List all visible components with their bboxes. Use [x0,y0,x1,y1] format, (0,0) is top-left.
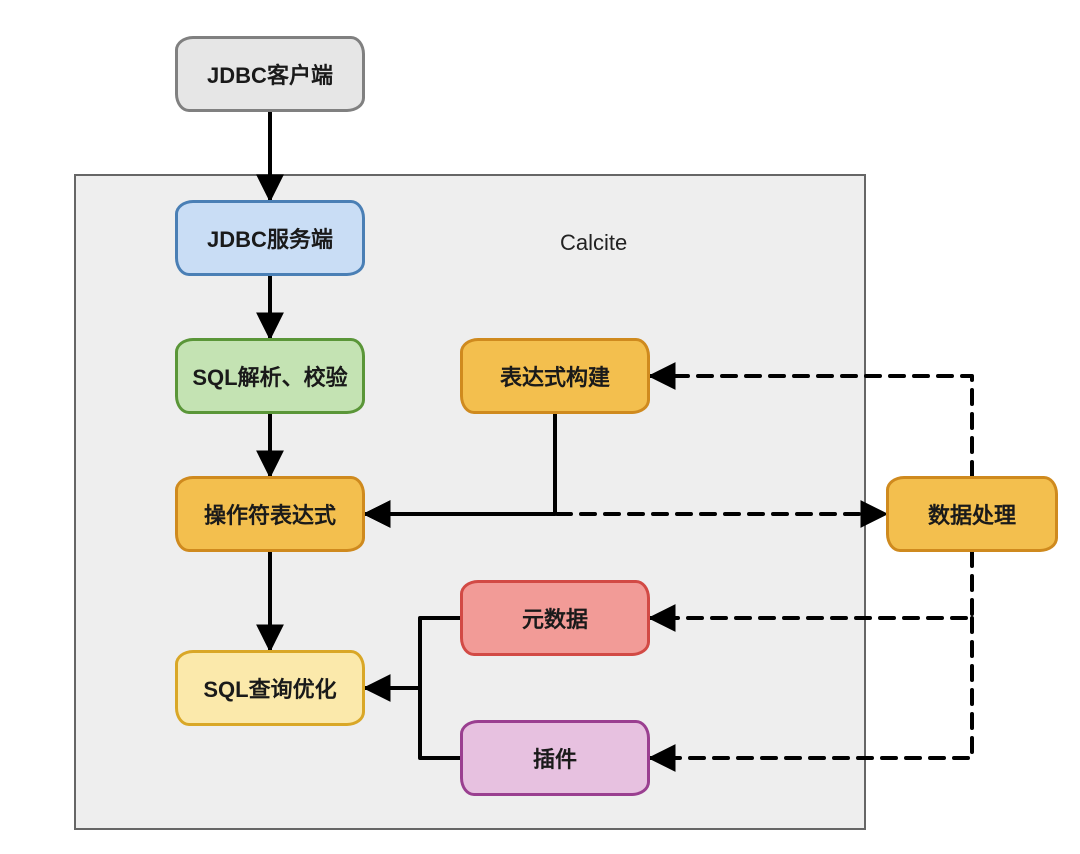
node-label: 元数据 [522,602,588,634]
node-label: 插件 [533,742,577,774]
node-label: 操作符表达式 [204,498,336,530]
node-label: SQL查询优化 [203,672,336,704]
node-label: 表达式构建 [500,360,610,392]
node-op-expr: 操作符表达式 [175,476,365,552]
node-label: JDBC服务端 [207,222,333,254]
node-sql-opt: SQL查询优化 [175,650,365,726]
node-jdbc-server: JDBC服务端 [175,200,365,276]
node-label: JDBC客户端 [207,58,333,90]
node-label: SQL解析、校验 [192,360,347,392]
node-plugin: 插件 [460,720,650,796]
node-expr-build: 表达式构建 [460,338,650,414]
calcite-container-label: Calcite [560,230,627,256]
diagram-stage: Calcite JDBC客户端 JDBC服务端 SQL解析、校验 表达式构建 操… [0,0,1080,854]
node-data-proc: 数据处理 [886,476,1058,552]
node-jdbc-client: JDBC客户端 [175,36,365,112]
node-label: 数据处理 [928,498,1016,530]
node-sql-parse: SQL解析、校验 [175,338,365,414]
node-metadata: 元数据 [460,580,650,656]
